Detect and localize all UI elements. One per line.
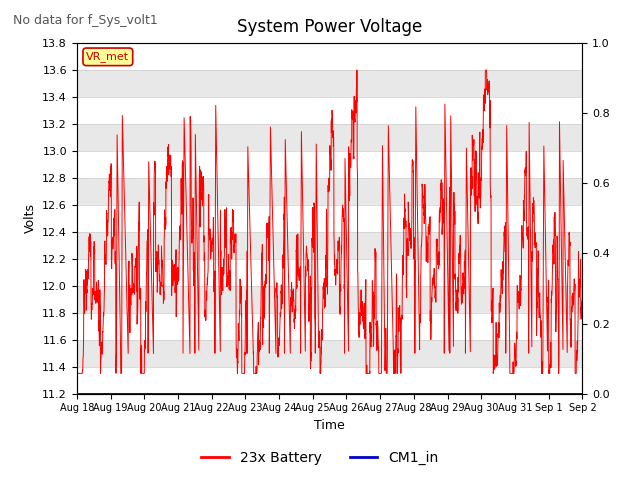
- Bar: [77, 151, 582, 178]
- Bar: [77, 286, 582, 313]
- Y-axis label: Volts: Volts: [24, 204, 36, 233]
- X-axis label: Time: Time: [314, 419, 345, 432]
- Bar: [77, 313, 582, 340]
- Bar: [77, 70, 582, 97]
- Title: System Power Voltage: System Power Voltage: [237, 18, 422, 36]
- Bar: [77, 259, 582, 286]
- Bar: [77, 124, 582, 151]
- Bar: [77, 232, 582, 259]
- Bar: [77, 367, 582, 394]
- Bar: [77, 43, 582, 70]
- Bar: [77, 178, 582, 205]
- Text: VR_met: VR_met: [86, 51, 129, 62]
- Legend: 23x Battery, CM1_in: 23x Battery, CM1_in: [196, 445, 444, 471]
- Text: No data for f_Sys_volt1: No data for f_Sys_volt1: [13, 14, 157, 27]
- Bar: [77, 340, 582, 367]
- Bar: [77, 97, 582, 124]
- Bar: [77, 205, 582, 232]
